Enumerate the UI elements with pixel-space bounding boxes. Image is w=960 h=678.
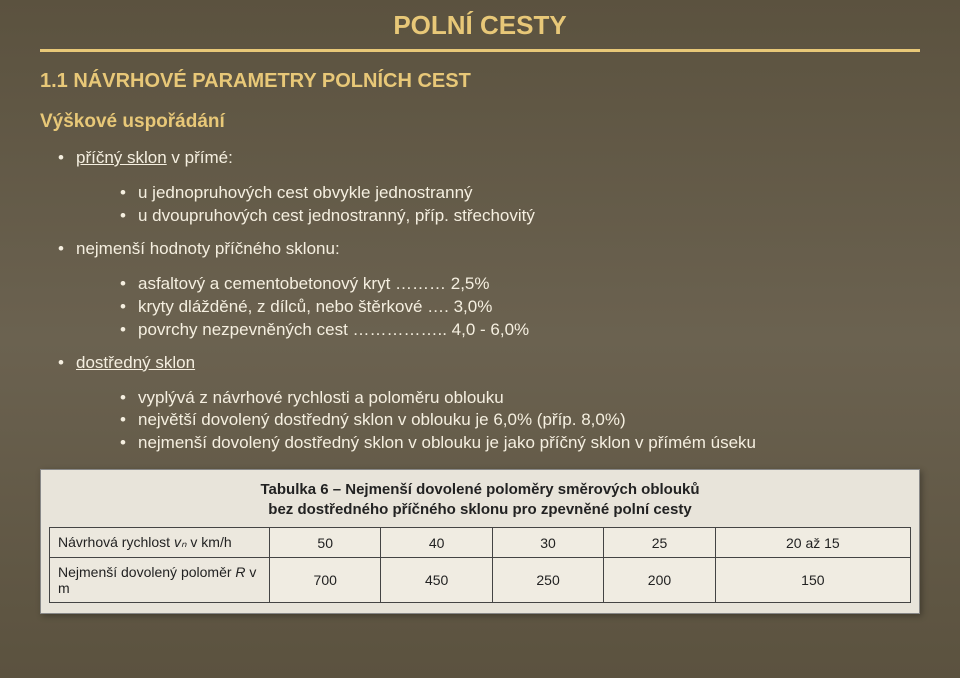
sub-item: vyplývá z návrhové rychlosti a poloměru …: [120, 387, 920, 410]
bullet-item: nejmenší hodnoty příčného sklonu:: [58, 238, 920, 261]
table-cell: 40: [381, 528, 492, 558]
table-caption: Tabulka 6 – Nejmenší dovolené poloměry s…: [49, 476, 911, 527]
bullet-group-3: dostředný sklon: [58, 352, 920, 375]
table-cell: 150: [715, 558, 910, 603]
table-cell: 250: [492, 558, 603, 603]
row-header-text: Návrhová rychlost: [58, 534, 174, 550]
table-cell: 25: [604, 528, 715, 558]
table-row: Návrhová rychlost vₙ v km/h 50 40 30 25 …: [50, 528, 911, 558]
table-cell: 30: [492, 528, 603, 558]
sub-item: u dvoupruhových cest jednostranný, příp.…: [120, 205, 920, 228]
title-divider: [40, 49, 920, 52]
row-header: Nejmenší dovolený poloměr R v m: [50, 558, 270, 603]
table-row: Nejmenší dovolený poloměr R v m 700 450 …: [50, 558, 911, 603]
table-cell: 20 až 15: [715, 528, 910, 558]
subheading: Výškové uspořádání: [40, 111, 920, 133]
page-title: POLNÍ CESTY: [40, 10, 920, 49]
table-cell: 200: [604, 558, 715, 603]
sub-item: nejmenší dovolený dostředný sklon v oblo…: [120, 432, 920, 455]
row-header-text: v km/h: [187, 534, 232, 550]
sub-item: u jednopruhových cest obvykle jednostran…: [120, 182, 920, 205]
sub-item: největší dovolený dostředný sklon v oblo…: [120, 409, 920, 432]
bullet-group-1: příčný sklon v přímé:: [58, 147, 920, 170]
table-container: Tabulka 6 – Nejmenší dovolené poloměry s…: [40, 469, 920, 614]
bullet-item: dostředný sklon: [58, 352, 920, 375]
sub-list-3: vyplývá z návrhové rychlosti a poloměru …: [120, 387, 920, 456]
bullet-group-2: nejmenší hodnoty příčného sklonu:: [58, 238, 920, 261]
row-header-var: R: [235, 564, 245, 580]
row-header: Návrhová rychlost vₙ v km/h: [50, 528, 270, 558]
bullet-text: v přímé:: [167, 148, 233, 167]
table-cell: 450: [381, 558, 492, 603]
data-table: Návrhová rychlost vₙ v km/h 50 40 30 25 …: [49, 527, 911, 603]
row-header-text: Nejmenší dovolený poloměr: [58, 564, 235, 580]
caption-line: Tabulka 6 – Nejmenší dovolené poloměry s…: [260, 481, 699, 498]
sub-list-2: asfaltový a cementobetonový kryt ……… 2,5…: [120, 273, 920, 342]
table-cell: 700: [270, 558, 381, 603]
sub-item: asfaltový a cementobetonový kryt ……… 2,5…: [120, 273, 920, 296]
table-cell: 50: [270, 528, 381, 558]
sub-list-1: u jednopruhových cest obvykle jednostran…: [120, 182, 920, 228]
section-heading: 1.1 NÁVRHOVÉ PARAMETRY POLNÍCH CEST: [40, 70, 920, 93]
bullet-item: příčný sklon v přímé:: [58, 147, 920, 170]
bullet-underlined-label: příčný sklon: [76, 148, 167, 167]
caption-line: bez dostředného příčného sklonu pro zpev…: [268, 501, 691, 518]
row-header-var: vₙ: [174, 534, 187, 550]
bullet-underlined-label: dostředný sklon: [76, 353, 195, 372]
sub-item: kryty dlážděné, z dílců, nebo štěrkové ……: [120, 296, 920, 319]
sub-item: povrchy nezpevněných cest …………….. 4,0 - …: [120, 319, 920, 342]
